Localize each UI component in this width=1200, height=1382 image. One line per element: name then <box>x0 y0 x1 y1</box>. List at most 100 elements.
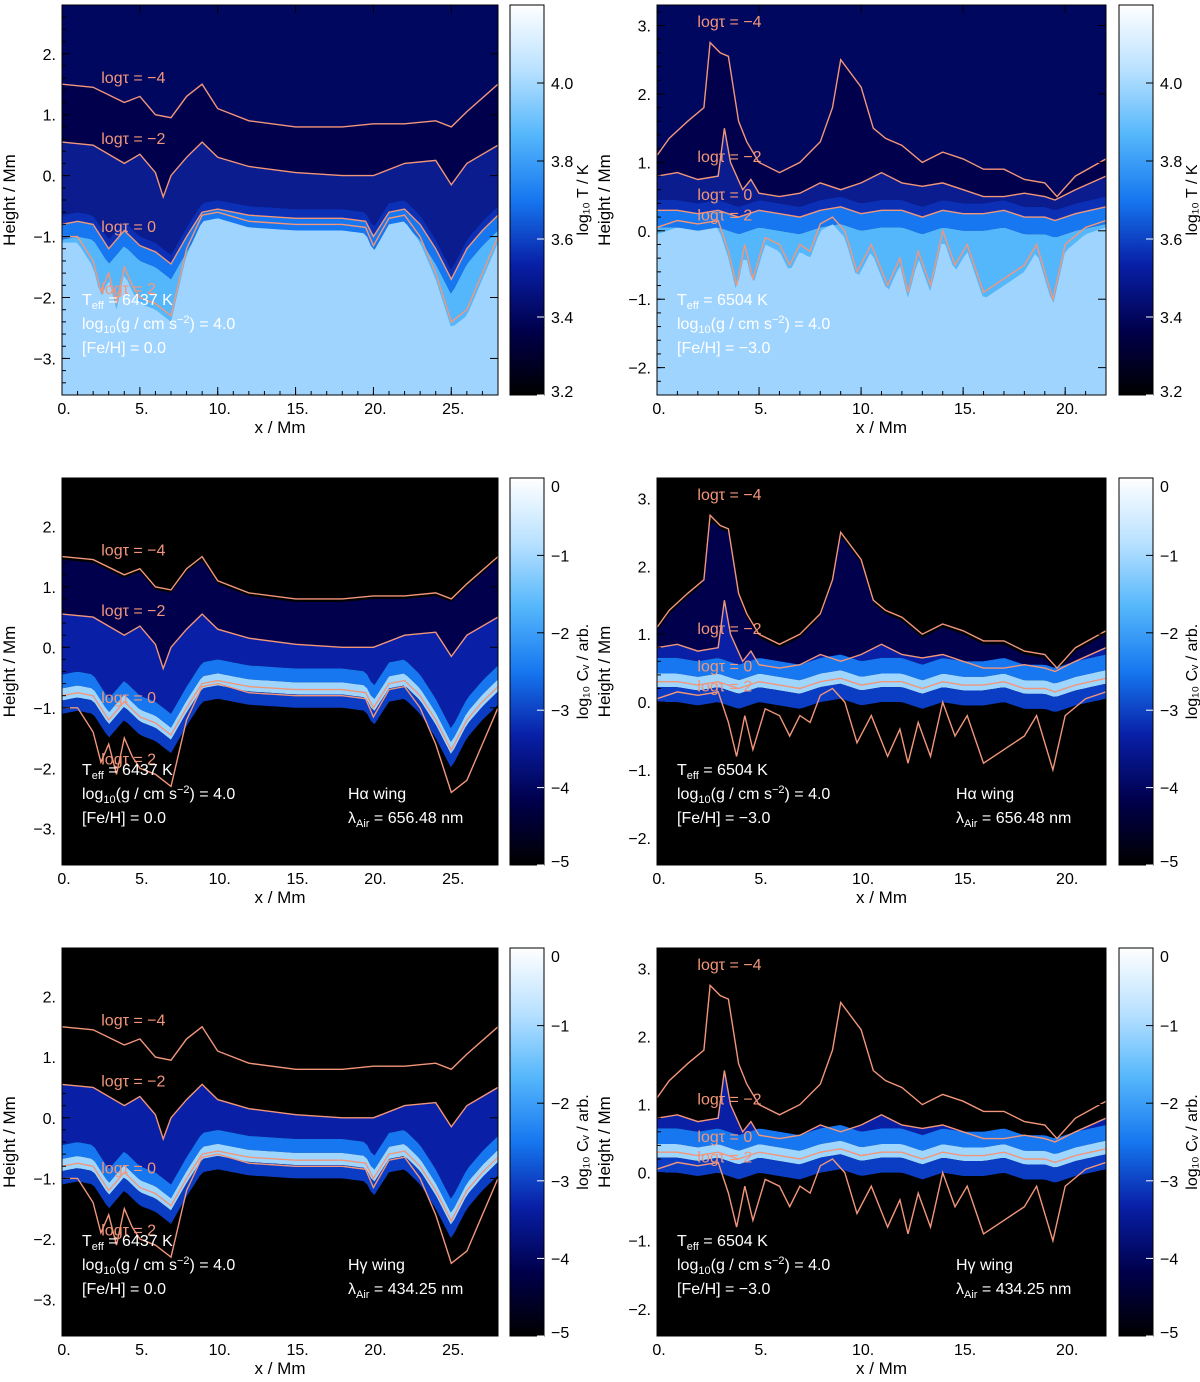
y-tick-label: −2. <box>628 831 651 848</box>
plot-area: logτ = −4 logτ = −2 logτ = 0 logτ = 2 <box>62 5 498 395</box>
colorbar-tick-label: −5 <box>1160 854 1178 871</box>
y-axis-label: Height / Mm <box>0 154 19 246</box>
logg-annotation: log10(g / cm s−2) = 4.0 <box>82 784 235 806</box>
y-tick-label: 1. <box>43 108 56 125</box>
colorbar-tick-label: −4 <box>1160 1251 1178 1268</box>
heatmap-band-faint <box>657 521 1106 672</box>
x-tick-label: 15. <box>954 1342 976 1359</box>
tau-label-0: logτ = −4 <box>697 487 761 504</box>
y-tick-label: −2. <box>33 761 56 778</box>
x-tick-label: 25. <box>442 401 464 418</box>
tau-contour-2 <box>62 1150 498 1223</box>
x-tick-label: 0. <box>57 871 70 888</box>
heatmap-band-falloff <box>657 683 1106 712</box>
y-axis-label: Height / Mm <box>595 154 614 246</box>
x-tick-label: 10. <box>852 1342 874 1359</box>
colorbar-label: log₁₀ T / K <box>1184 164 1200 235</box>
x-tick-label: 15. <box>286 1342 308 1359</box>
y-tick-label: −2. <box>628 361 651 378</box>
tau-contour-1 <box>657 1070 1106 1143</box>
heatmap-band-photosphere <box>657 196 1106 221</box>
tau-contour-2 <box>657 677 1106 693</box>
tau-contour-0 <box>62 555 498 600</box>
x-axis-label: x / Mm <box>856 418 907 437</box>
colorbar-tick-label: −3 <box>551 703 569 720</box>
colorbar-tick-label: 3.8 <box>551 154 573 171</box>
y-tick-label: 3. <box>638 961 651 978</box>
tau-contour-1 <box>62 613 498 671</box>
heatmap-band-faint <box>62 559 498 668</box>
colorbar-tick-label: −4 <box>551 781 569 798</box>
logg-annotation: log10(g / cm s−2) = 4.0 <box>82 1255 235 1277</box>
colorbar-tick-label: −1 <box>551 1019 569 1036</box>
y-tick-label: −1. <box>628 1234 651 1251</box>
x-tick-label: 0. <box>57 401 70 418</box>
y-tick-label: −1. <box>33 1171 56 1188</box>
y-tick-label: −2. <box>628 1302 651 1319</box>
y-tick-label: 3. <box>638 19 651 36</box>
tau-label-0: logτ = −4 <box>697 957 761 974</box>
y-tick-label: 1. <box>638 627 651 644</box>
lambda-annotation: λAir = 434.25 nm <box>348 1281 463 1301</box>
colorbar-label: log₁₀ T / K <box>575 164 592 235</box>
heatmap-band-falloff <box>657 1154 1106 1183</box>
y-axis-label: Height / Mm <box>595 626 614 718</box>
colorbar <box>509 4 545 396</box>
colorbar <box>1118 477 1154 866</box>
colorbar-tick-label: −2 <box>1160 1096 1178 1113</box>
colorbar-tick-label: −2 <box>551 1096 569 1113</box>
heatmap-band-hot <box>62 209 498 294</box>
tau-label-2: logτ = 0 <box>101 690 156 707</box>
colorbar-tick-label: 0 <box>551 949 560 966</box>
x-tick-label: 20. <box>364 401 386 418</box>
heatmap-band-strong <box>62 659 498 742</box>
tau-contour-0 <box>657 983 1106 1140</box>
panel-middle-right: logτ = −4 logτ = −2 logτ = 0 logτ = 2 0. 5. 10… <box>595 477 1200 907</box>
heatmap-band-peak <box>657 670 1106 697</box>
tau-contour-0 <box>657 513 1106 670</box>
colorbar-tick-label: −5 <box>1160 1325 1178 1342</box>
tau-contour-1 <box>657 128 1106 201</box>
tau-label-3: logτ = 2 <box>101 752 156 769</box>
tau-label-0: logτ = −4 <box>101 542 165 559</box>
teff-annotation: Teff = 6504 K <box>677 292 768 312</box>
tau-label-3: logτ = 2 <box>697 207 752 224</box>
heatmap-band-falloff <box>62 1156 498 1238</box>
teff-annotation: Teff = 6504 K <box>677 762 768 782</box>
x-tick-label: 5. <box>754 871 767 888</box>
colorbar-tick-label: −4 <box>551 1251 569 1268</box>
x-tick-label: 25. <box>442 871 464 888</box>
x-axis-label: x / Mm <box>255 418 306 437</box>
y-tick-label: −3. <box>33 1293 56 1310</box>
colorbar-tick-label: 3.4 <box>551 310 573 327</box>
tau-label-0: logτ = −4 <box>101 70 165 87</box>
tau-contour-3 <box>657 687 1106 773</box>
tau-label-2: logτ = 0 <box>697 187 752 204</box>
heatmap-band-mid <box>62 614 498 728</box>
x-tick-label: 20. <box>1056 1342 1078 1359</box>
colorbar-tick-label: 0 <box>1160 479 1169 496</box>
y-axis-label: Height / Mm <box>595 1096 614 1188</box>
heatmap-band-mid <box>657 600 1106 672</box>
feh-annotation: [Fe/H] = 0.0 <box>82 810 166 827</box>
heatmap-band-chromosphere <box>62 142 498 270</box>
feh-annotation: [Fe/H] = 0.0 <box>82 1281 166 1298</box>
y-tick-label: 1. <box>43 580 56 597</box>
x-tick-label: 10. <box>209 401 231 418</box>
y-tick-label: 0. <box>638 1166 651 1183</box>
colorbar <box>509 947 545 1337</box>
tau-contour-1 <box>62 141 498 200</box>
tau-contour-2 <box>62 679 498 752</box>
plot-area: logτ = −4 logτ = −2 logτ = 0 logτ = 2 <box>657 5 1106 395</box>
tau-label-0: logτ = −4 <box>697 14 761 31</box>
tau-contour-1 <box>657 600 1106 673</box>
x-tick-label: 5. <box>135 871 148 888</box>
colorbar-tick-label: 4.0 <box>551 76 573 93</box>
x-tick-label: 5. <box>754 401 767 418</box>
x-axis-label: x / Mm <box>856 888 907 907</box>
panel-bottom-right: logτ = −4 logτ = −2 logτ = 0 logτ = 2 0. 5. 10… <box>595 947 1200 1378</box>
tau-contour-3 <box>657 216 1106 302</box>
colorbar-tick-label: 0 <box>551 479 560 496</box>
tau-label-1: logτ = −2 <box>697 621 761 638</box>
y-tick-label: −2. <box>33 291 56 308</box>
